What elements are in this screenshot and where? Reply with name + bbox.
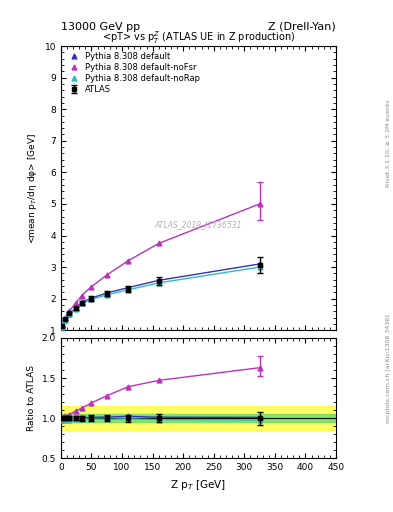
Line: Pythia 8.308 default-noRap: Pythia 8.308 default-noRap: [60, 265, 262, 330]
Pythia 8.308 default-noRap: [67, 311, 72, 317]
Text: ATLAS_2019_I1736531: ATLAS_2019_I1736531: [155, 221, 242, 229]
Bar: [61, 406, 336, 430]
Line: Pythia 8.308 default: Pythia 8.308 default: [60, 262, 262, 330]
Pythia 8.308 default: [105, 290, 109, 296]
Pythia 8.308 default-noFsr: [105, 272, 109, 278]
Pythia 8.308 default-noFsr: [60, 323, 64, 329]
Pythia 8.308 default-noFsr: [63, 315, 68, 322]
Pythia 8.308 default: [156, 278, 161, 284]
Pythia 8.308 default: [257, 261, 262, 267]
Pythia 8.308 default: [63, 317, 68, 323]
Pythia 8.308 default-noRap: [79, 301, 84, 307]
Text: mcplots.cern.ch [arXiv:1306.3436]: mcplots.cern.ch [arXiv:1306.3436]: [386, 314, 391, 423]
Y-axis label: Ratio to ATLAS: Ratio to ATLAS: [27, 365, 36, 431]
Pythia 8.308 default-noFsr: [79, 292, 84, 298]
Text: Z (Drell-Yan): Z (Drell-Yan): [268, 22, 336, 32]
Pythia 8.308 default-noRap: [89, 296, 94, 303]
Legend: Pythia 8.308 default, Pythia 8.308 default-noFsr, Pythia 8.308 default-noRap, AT: Pythia 8.308 default, Pythia 8.308 defau…: [63, 49, 204, 97]
Pythia 8.308 default: [60, 324, 64, 330]
Title: <pT> vs p$_T^Z$ (ATLAS UE in Z production): <pT> vs p$_T^Z$ (ATLAS UE in Z productio…: [102, 29, 295, 46]
Pythia 8.308 default: [73, 305, 78, 311]
Pythia 8.308 default-noFsr: [73, 301, 78, 307]
Text: 13000 GeV pp: 13000 GeV pp: [61, 22, 140, 32]
Pythia 8.308 default-noRap: [73, 306, 78, 312]
Pythia 8.308 default: [126, 285, 130, 291]
Text: Rivet 3.1.10, ≥ 3.2M events: Rivet 3.1.10, ≥ 3.2M events: [386, 99, 391, 187]
Pythia 8.308 default-noFsr: [126, 258, 130, 264]
Line: Pythia 8.308 default-noFsr: Pythia 8.308 default-noFsr: [60, 202, 262, 329]
Pythia 8.308 default-noRap: [126, 287, 130, 293]
Y-axis label: <mean p$_T$/dη dφ> [GeV]: <mean p$_T$/dη dφ> [GeV]: [26, 133, 39, 244]
Pythia 8.308 default: [79, 300, 84, 306]
Pythia 8.308 default-noRap: [60, 324, 64, 330]
Pythia 8.308 default-noFsr: [156, 240, 161, 246]
Pythia 8.308 default: [89, 295, 94, 301]
Pythia 8.308 default-noFsr: [257, 201, 262, 207]
X-axis label: Z p$_T$ [GeV]: Z p$_T$ [GeV]: [171, 478, 226, 492]
Pythia 8.308 default-noFsr: [67, 308, 72, 314]
Bar: [61, 414, 336, 422]
Pythia 8.308 default-noRap: [156, 280, 161, 286]
Pythia 8.308 default-noFsr: [89, 284, 94, 290]
Pythia 8.308 default-noRap: [63, 317, 68, 323]
Pythia 8.308 default-noRap: [105, 292, 109, 298]
Pythia 8.308 default: [67, 310, 72, 316]
Pythia 8.308 default-noRap: [257, 264, 262, 270]
